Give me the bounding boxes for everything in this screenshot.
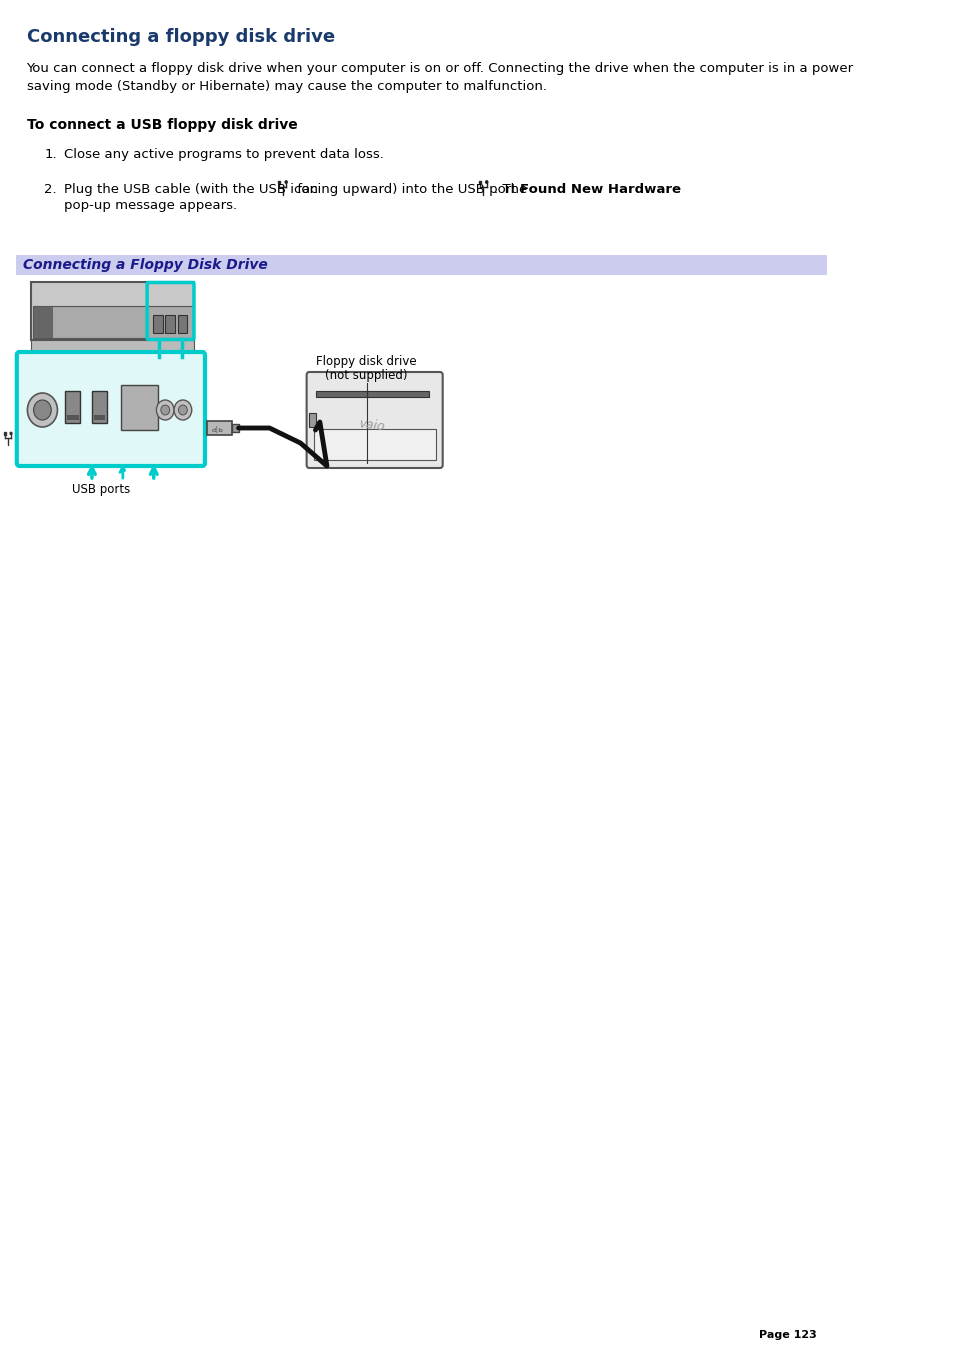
- FancyBboxPatch shape: [17, 353, 205, 466]
- Bar: [316, 390, 429, 397]
- Bar: [314, 428, 436, 459]
- Circle shape: [28, 393, 57, 427]
- Bar: [16, 255, 826, 276]
- Bar: [165, 315, 174, 332]
- Circle shape: [485, 181, 487, 184]
- Bar: [91, 390, 107, 423]
- FancyBboxPatch shape: [306, 372, 442, 467]
- Text: Found New Hardware: Found New Hardware: [520, 182, 680, 196]
- Text: facing upward) into the USB port: facing upward) into the USB port: [294, 182, 520, 196]
- Text: Plug the USB cable (with the USB icon: Plug the USB cable (with the USB icon: [64, 182, 321, 196]
- Bar: [152, 315, 162, 332]
- Bar: [30, 282, 194, 340]
- Bar: [232, 424, 238, 432]
- Circle shape: [285, 181, 287, 184]
- Text: (not supplied): (not supplied): [325, 369, 408, 382]
- Bar: [4, 432, 6, 435]
- Circle shape: [178, 405, 187, 415]
- Text: d│b: d│b: [211, 426, 223, 434]
- Circle shape: [161, 405, 170, 415]
- Bar: [93, 415, 105, 420]
- Text: pop-up message appears.: pop-up message appears.: [64, 199, 236, 212]
- Text: Close any active programs to prevent data loss.: Close any active programs to prevent dat…: [64, 149, 383, 161]
- Text: Floppy disk drive: Floppy disk drive: [316, 355, 416, 367]
- Circle shape: [156, 400, 173, 420]
- Bar: [309, 413, 316, 427]
- Bar: [67, 415, 78, 420]
- Bar: [278, 181, 280, 184]
- Text: To connect a USB floppy disk drive: To connect a USB floppy disk drive: [27, 118, 297, 132]
- Text: vaio: vaio: [357, 416, 385, 434]
- Text: USB ports: USB ports: [72, 484, 131, 496]
- Text: 2.: 2.: [44, 182, 57, 196]
- Text: Page 123: Page 123: [758, 1329, 816, 1340]
- Bar: [66, 390, 80, 423]
- Bar: [32, 307, 193, 338]
- Bar: [177, 315, 187, 332]
- Bar: [207, 422, 232, 435]
- Text: Connecting a Floppy Disk Drive: Connecting a Floppy Disk Drive: [23, 258, 268, 272]
- Circle shape: [173, 400, 192, 420]
- Circle shape: [10, 432, 12, 435]
- Text: Connecting a floppy disk drive: Connecting a floppy disk drive: [27, 28, 335, 46]
- Bar: [478, 181, 480, 184]
- Text: You can connect a floppy disk drive when your computer is on or off. Connecting : You can connect a floppy disk drive when…: [27, 62, 853, 93]
- Bar: [32, 307, 52, 338]
- Text: 1.: 1.: [44, 149, 57, 161]
- Bar: [30, 340, 194, 357]
- Bar: [121, 385, 158, 430]
- Circle shape: [33, 400, 51, 420]
- Text: . The: . The: [494, 182, 531, 196]
